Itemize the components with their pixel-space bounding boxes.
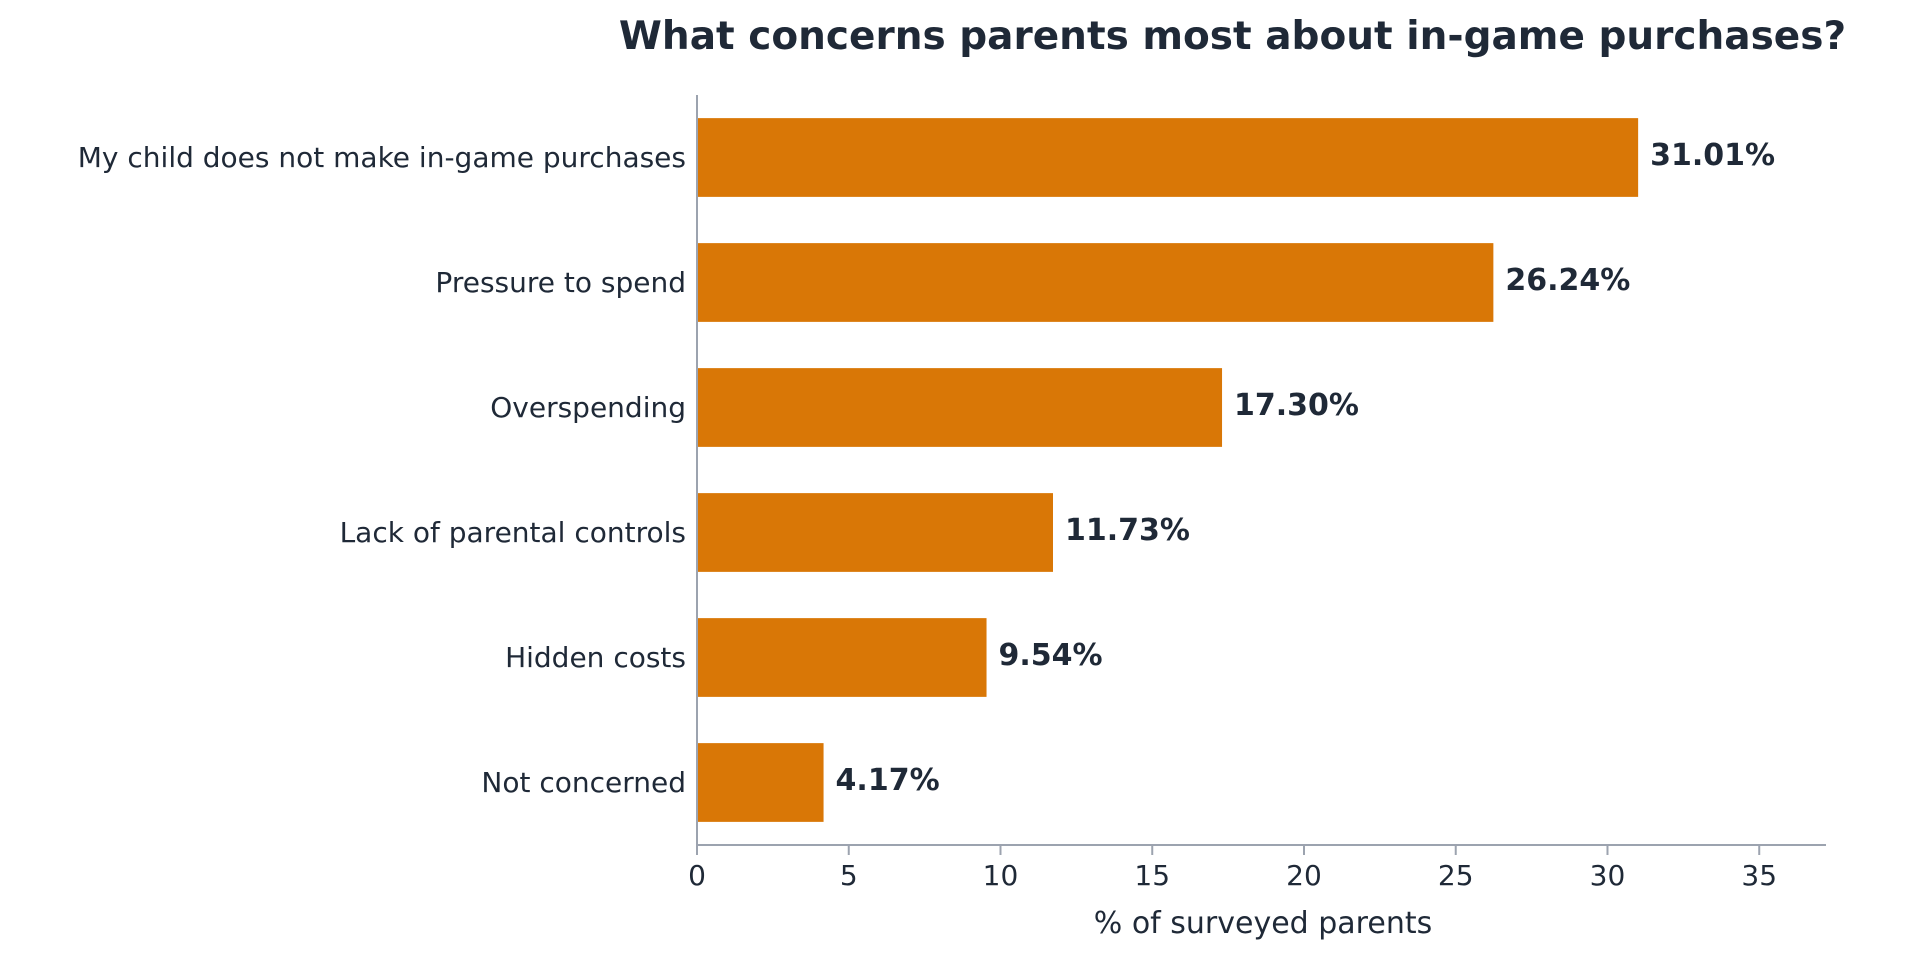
x-tick-label: 25	[1438, 859, 1474, 892]
data-label: 11.73%	[1065, 513, 1190, 548]
bar	[697, 118, 1639, 197]
value-labels: 31.01% 26.24% 17.30% 11.73% 9.54% 4.17%	[836, 138, 1776, 798]
x-axis-title: % of surveyed parents	[1094, 906, 1432, 941]
bar	[697, 368, 1223, 447]
x-tick-label: 10	[983, 859, 1019, 892]
bars-group	[697, 118, 1639, 822]
category-labels: My child does not make in-game purchases…	[78, 141, 686, 799]
x-tick-label: 0	[688, 859, 706, 892]
x-axis-ticks: 0 5 10 15 20 25 30 35	[688, 845, 1777, 892]
category-label: My child does not make in-game purchases	[78, 141, 686, 174]
data-label: 26.24%	[1505, 263, 1630, 298]
category-label: Overspending	[490, 391, 686, 424]
x-tick-label: 5	[840, 859, 858, 892]
x-tick-label: 15	[1134, 859, 1170, 892]
category-label: Pressure to spend	[435, 266, 686, 299]
chart-title: What concerns parents most about in-game…	[618, 14, 1847, 59]
bar	[697, 618, 987, 697]
category-label: Not concerned	[481, 766, 686, 799]
x-tick-label: 20	[1286, 859, 1322, 892]
data-label: 4.17%	[836, 763, 940, 798]
bar	[697, 243, 1494, 322]
data-label: 17.30%	[1234, 388, 1359, 423]
x-tick-label: 35	[1741, 859, 1777, 892]
data-label: 31.01%	[1650, 138, 1775, 173]
bar	[697, 743, 824, 822]
category-label: Lack of parental controls	[340, 516, 686, 549]
category-label: Hidden costs	[505, 641, 686, 674]
data-label: 9.54%	[999, 638, 1103, 673]
x-tick-label: 30	[1590, 859, 1626, 892]
bar	[697, 493, 1053, 572]
